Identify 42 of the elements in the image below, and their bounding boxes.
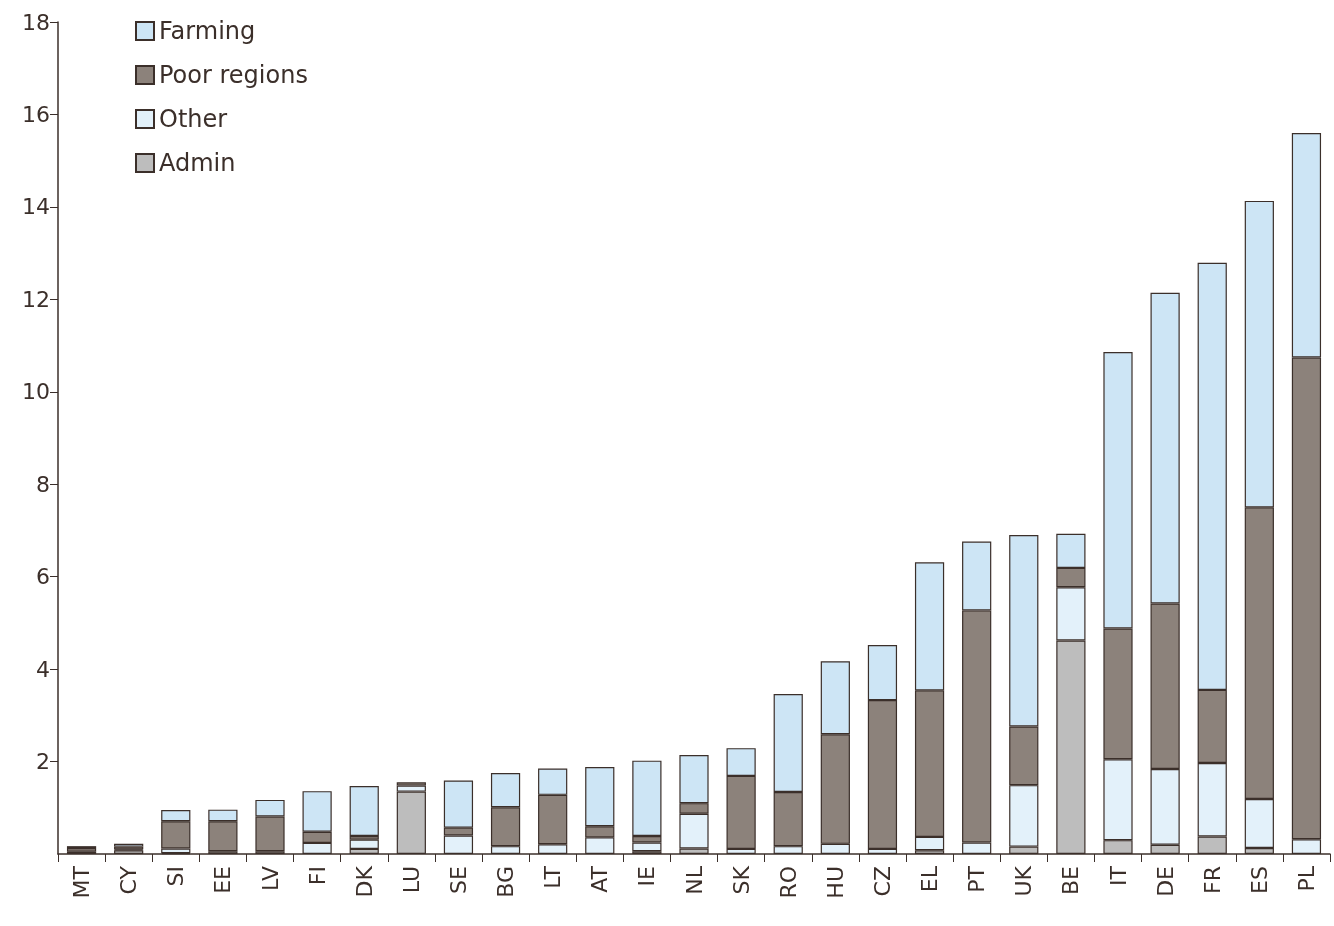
x-tick-label: RO — [775, 866, 801, 899]
x-tick-label: FI — [304, 866, 330, 886]
x-tick-label: DE — [1152, 866, 1178, 897]
bar — [349, 786, 379, 836]
y-tick-label: 2 — [36, 749, 50, 775]
x-tick-label: FR — [1199, 866, 1225, 894]
x-tick-label: HU — [822, 866, 848, 899]
y-tick-label: 16 — [22, 101, 50, 127]
y-tick-label: 6 — [36, 564, 50, 590]
x-tick-label: BE — [1058, 866, 1084, 895]
y-tick-label: 10 — [22, 379, 50, 405]
x-tick-label: IT — [1105, 865, 1131, 886]
y-tick-label: 12 — [22, 286, 50, 312]
y-tick-label: 14 — [22, 194, 50, 220]
x-tick-label: EL — [917, 865, 943, 893]
x-tick-label: AT — [587, 865, 613, 893]
x-tick-label: SE — [445, 866, 471, 894]
legend-label: Other — [159, 105, 228, 133]
x-tick-label: DK — [351, 865, 377, 898]
x-tick-label: BG — [493, 866, 519, 898]
x-tick-label: ES — [1246, 866, 1272, 894]
x-tick-label: SI — [163, 866, 189, 887]
legend-label: Poor regions — [159, 61, 308, 89]
y-tick-label: 18 — [22, 9, 50, 35]
x-tick-label: UK — [1011, 865, 1037, 897]
x-tick-label: IE — [634, 866, 660, 887]
bar — [66, 847, 97, 852]
x-tick-label: LT — [540, 865, 566, 889]
y-tick-label: 8 — [36, 471, 50, 497]
x-tick-label: CZ — [869, 866, 895, 897]
x-tick-label: NL — [681, 865, 707, 895]
x-tick-label: LV — [257, 866, 283, 891]
x-tick-label: CY — [116, 865, 142, 895]
y-tick-label: 4 — [36, 656, 50, 682]
x-tick-label: PT — [964, 865, 990, 893]
legend-label: Admin — [159, 149, 236, 177]
legend-label: Farming — [159, 17, 256, 45]
x-tick-label: EE — [210, 866, 236, 894]
x-tick-label: MT — [69, 865, 95, 899]
x-tick-label: PL — [1293, 865, 1319, 892]
x-tick-label: SK — [728, 865, 754, 895]
x-tick-label: LU — [398, 866, 424, 894]
